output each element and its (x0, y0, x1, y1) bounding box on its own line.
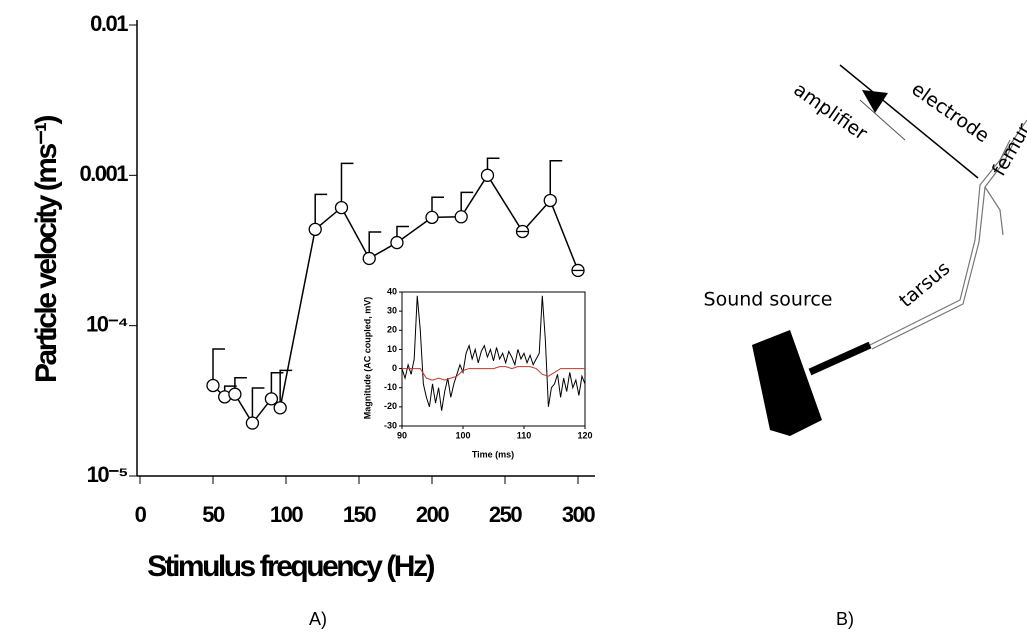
y-tick-label: -30 (384, 420, 397, 430)
y-tick-label: 40 (387, 286, 397, 296)
data-point (425, 210, 439, 225)
data-point (206, 378, 220, 393)
y-tick-label: 0.001 (79, 161, 128, 186)
speaker (752, 330, 822, 436)
panel-label: A) (309, 609, 327, 629)
data-point (334, 200, 349, 215)
error-bar (460, 191, 474, 217)
x-tick-label: 300 (562, 502, 595, 527)
data-point (245, 416, 260, 430)
inset-background (358, 285, 593, 465)
x-tick-label: 120 (577, 430, 592, 440)
x-tick-label: 90 (397, 430, 407, 440)
data-point (308, 222, 322, 237)
femur-label: femur (988, 120, 1027, 180)
y-tick-label: 0 (392, 363, 397, 373)
error-bar (314, 193, 328, 230)
y-tick-label: 10⁻⁴ (86, 311, 128, 336)
data-point (264, 392, 279, 406)
y-tick-label: 10⁻⁵ (87, 462, 128, 487)
tarsus-label: tarsus (895, 257, 954, 312)
sound-source-label: Sound source (704, 289, 833, 311)
sound-rod (808, 341, 872, 376)
amplifier-label: amplifier (789, 78, 871, 144)
y-tick-label: 20 (387, 325, 397, 335)
amplifier-symbol (862, 90, 888, 113)
x-tick-label: 250 (489, 502, 522, 527)
data-point (273, 401, 287, 415)
error-bar (368, 231, 382, 259)
x-tick-label: 100 (270, 502, 303, 527)
leg-diagram (869, 119, 1027, 350)
panel-label: B) (836, 609, 854, 629)
error-bar (251, 387, 265, 424)
data-point (543, 193, 557, 208)
error-bar (270, 372, 284, 399)
error-bar (340, 162, 354, 208)
electrode-label: electrode (907, 78, 993, 147)
error-bar (279, 369, 293, 408)
trace (402, 366, 585, 381)
data-point (362, 251, 376, 266)
inset-y-title: Magnitude (AC coupled, mV) (362, 297, 372, 420)
data-point (390, 235, 404, 250)
y-tick-label: 10 (387, 344, 397, 354)
x-tick-label: 110 (517, 430, 532, 440)
y-axis-title: Particle velocity (ms⁻¹) (30, 116, 63, 383)
data-point (480, 168, 495, 182)
y-tick-label: 30 (387, 306, 397, 316)
error-bar (549, 160, 563, 201)
x-tick-label: 150 (343, 502, 376, 527)
y-tick-label: 0.01 (90, 11, 128, 36)
y-tick-label: -20 (384, 401, 397, 411)
amplifier-wire (859, 99, 906, 141)
x-tick-label: 50 (202, 502, 225, 527)
x-tick-label: 200 (416, 502, 449, 527)
inset-frame (401, 291, 586, 427)
data-point (228, 387, 242, 401)
y-tick-label: -10 (384, 382, 397, 392)
data-point (454, 210, 468, 224)
error-bar (431, 196, 444, 218)
x-tick-label: 0 (135, 502, 147, 527)
x-axis-title: Stimulus frequency (Hz) (147, 550, 434, 583)
data-line (212, 173, 579, 425)
error-bar (212, 348, 225, 386)
trace (401, 295, 586, 411)
x-tick-label: 100 (455, 430, 470, 440)
inset-x-title: Time (ms) (472, 449, 514, 459)
electrode-wire (839, 64, 979, 179)
